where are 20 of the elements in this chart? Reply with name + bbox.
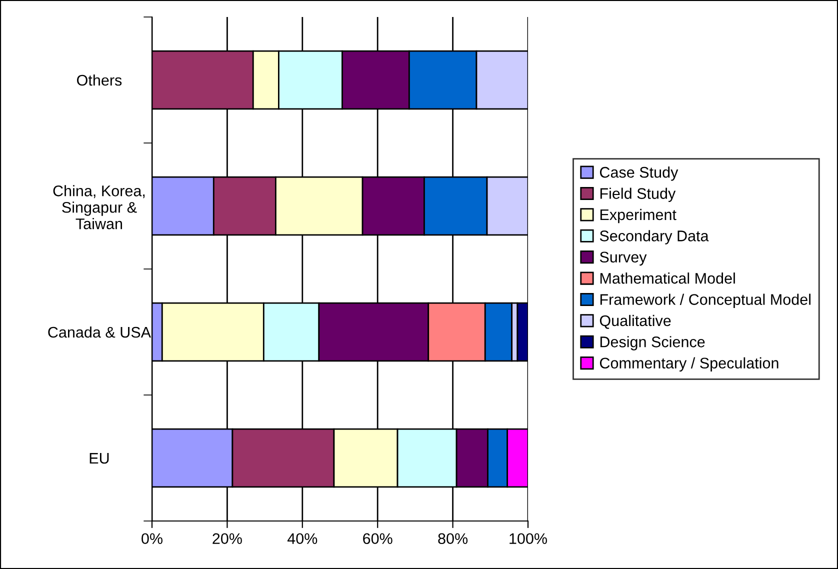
y-tick-label: Canada & USA <box>48 326 151 338</box>
y-tick-label: EU <box>90 453 109 464</box>
y-tick-label: China, Korea, Singapur & Taiwan <box>53 185 145 230</box>
legend-label: Qualitative <box>600 314 671 329</box>
legend-label: Mathematical Model <box>600 272 735 284</box>
legend-label: Experiment <box>600 208 676 224</box>
legend-label: Design Science <box>600 336 705 350</box>
x-tick-label: 100% <box>510 533 547 544</box>
legend-label: Commentary / Speculation <box>600 357 778 372</box>
x-tick-label: 0% <box>142 533 162 544</box>
x-tick-label: 80% <box>438 533 468 544</box>
legend-label: Field Study <box>600 188 676 202</box>
y-tick-label: Others <box>77 74 122 86</box>
legend-label: Framework / Conceptual Model <box>600 294 810 308</box>
x-tick-label: 40% <box>287 533 318 544</box>
legend-label: Secondary Data <box>600 230 709 244</box>
legend-label: Case Study <box>600 166 678 181</box>
x-tick-label: 20% <box>212 533 242 544</box>
x-tick-label: 60% <box>363 533 392 544</box>
legend-label: Survey <box>600 252 647 266</box>
